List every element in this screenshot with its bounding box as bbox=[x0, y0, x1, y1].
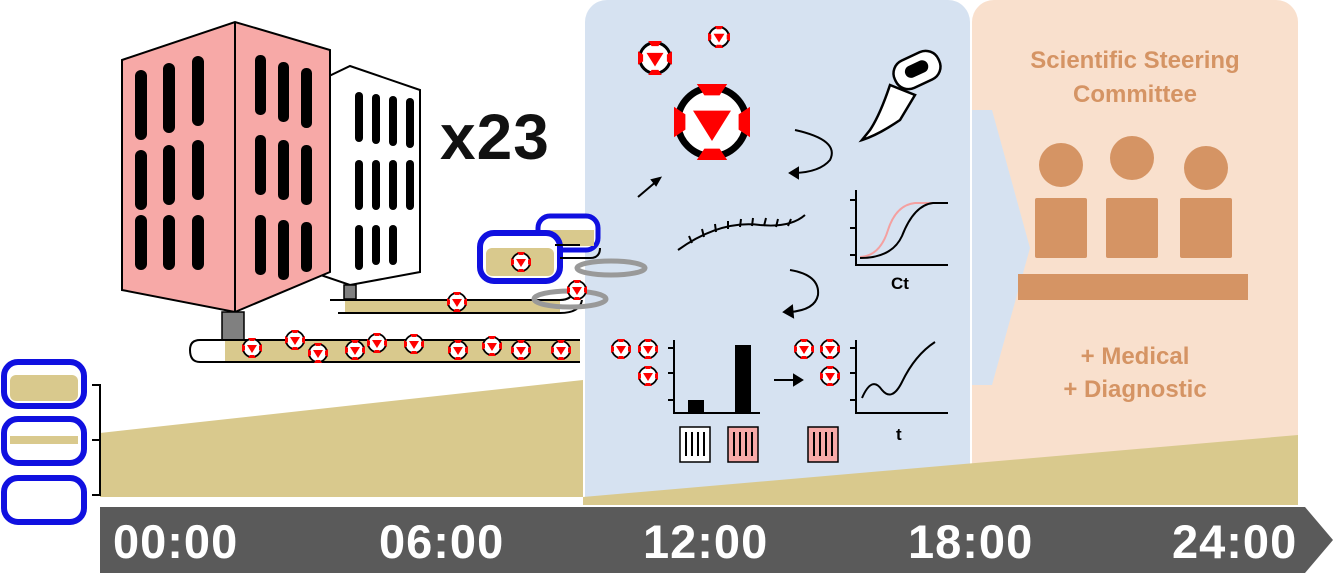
pipette-icon bbox=[858, 49, 942, 143]
trend-axis-label: t bbox=[896, 425, 902, 444]
committee-additions: + Medical + Diagnostic bbox=[990, 340, 1280, 406]
bar-chart bbox=[668, 340, 760, 414]
virus-icon bbox=[636, 25, 750, 160]
qpcr-amplification-chart bbox=[850, 190, 948, 266]
building-icon bbox=[679, 426, 839, 463]
sewage-volume-wedge-right bbox=[583, 435, 1298, 505]
level-bracket bbox=[92, 384, 101, 496]
timeline-tick-0: 00:00 bbox=[113, 515, 239, 568]
arrow-icon bbox=[637, 129, 833, 387]
committee-title: Scientific Steering Committee bbox=[980, 44, 1290, 112]
committee-diagnostic: + Diagnostic bbox=[1063, 376, 1207, 403]
committee-title-line1: Scientific Steering bbox=[1030, 47, 1240, 74]
sample-tube-icon bbox=[1, 359, 87, 525]
building-icon bbox=[121, 20, 331, 341]
rna-strand-icon bbox=[677, 214, 806, 251]
timeline-tick-2: 12:00 bbox=[643, 515, 769, 568]
site-count-multiplier: x23 bbox=[440, 101, 550, 173]
timeline-tick-3: 18:00 bbox=[908, 515, 1034, 568]
virus-icon bbox=[610, 338, 659, 387]
trend-chart bbox=[850, 340, 948, 414]
committee-table bbox=[1018, 274, 1248, 300]
timeline-tick-4: 24:00 bbox=[1172, 515, 1298, 568]
timeline-tick-1: 06:00 bbox=[379, 515, 505, 568]
committee-medical: + Medical bbox=[1080, 343, 1190, 370]
person-icon bbox=[1035, 136, 1232, 258]
timeline-bar bbox=[100, 507, 1333, 573]
committee-title-line2: Committee bbox=[1072, 81, 1198, 108]
arrow-icon bbox=[972, 110, 1030, 385]
qpcr-axis-label: Ct bbox=[891, 274, 909, 293]
sewage-volume-wedge bbox=[100, 380, 583, 497]
